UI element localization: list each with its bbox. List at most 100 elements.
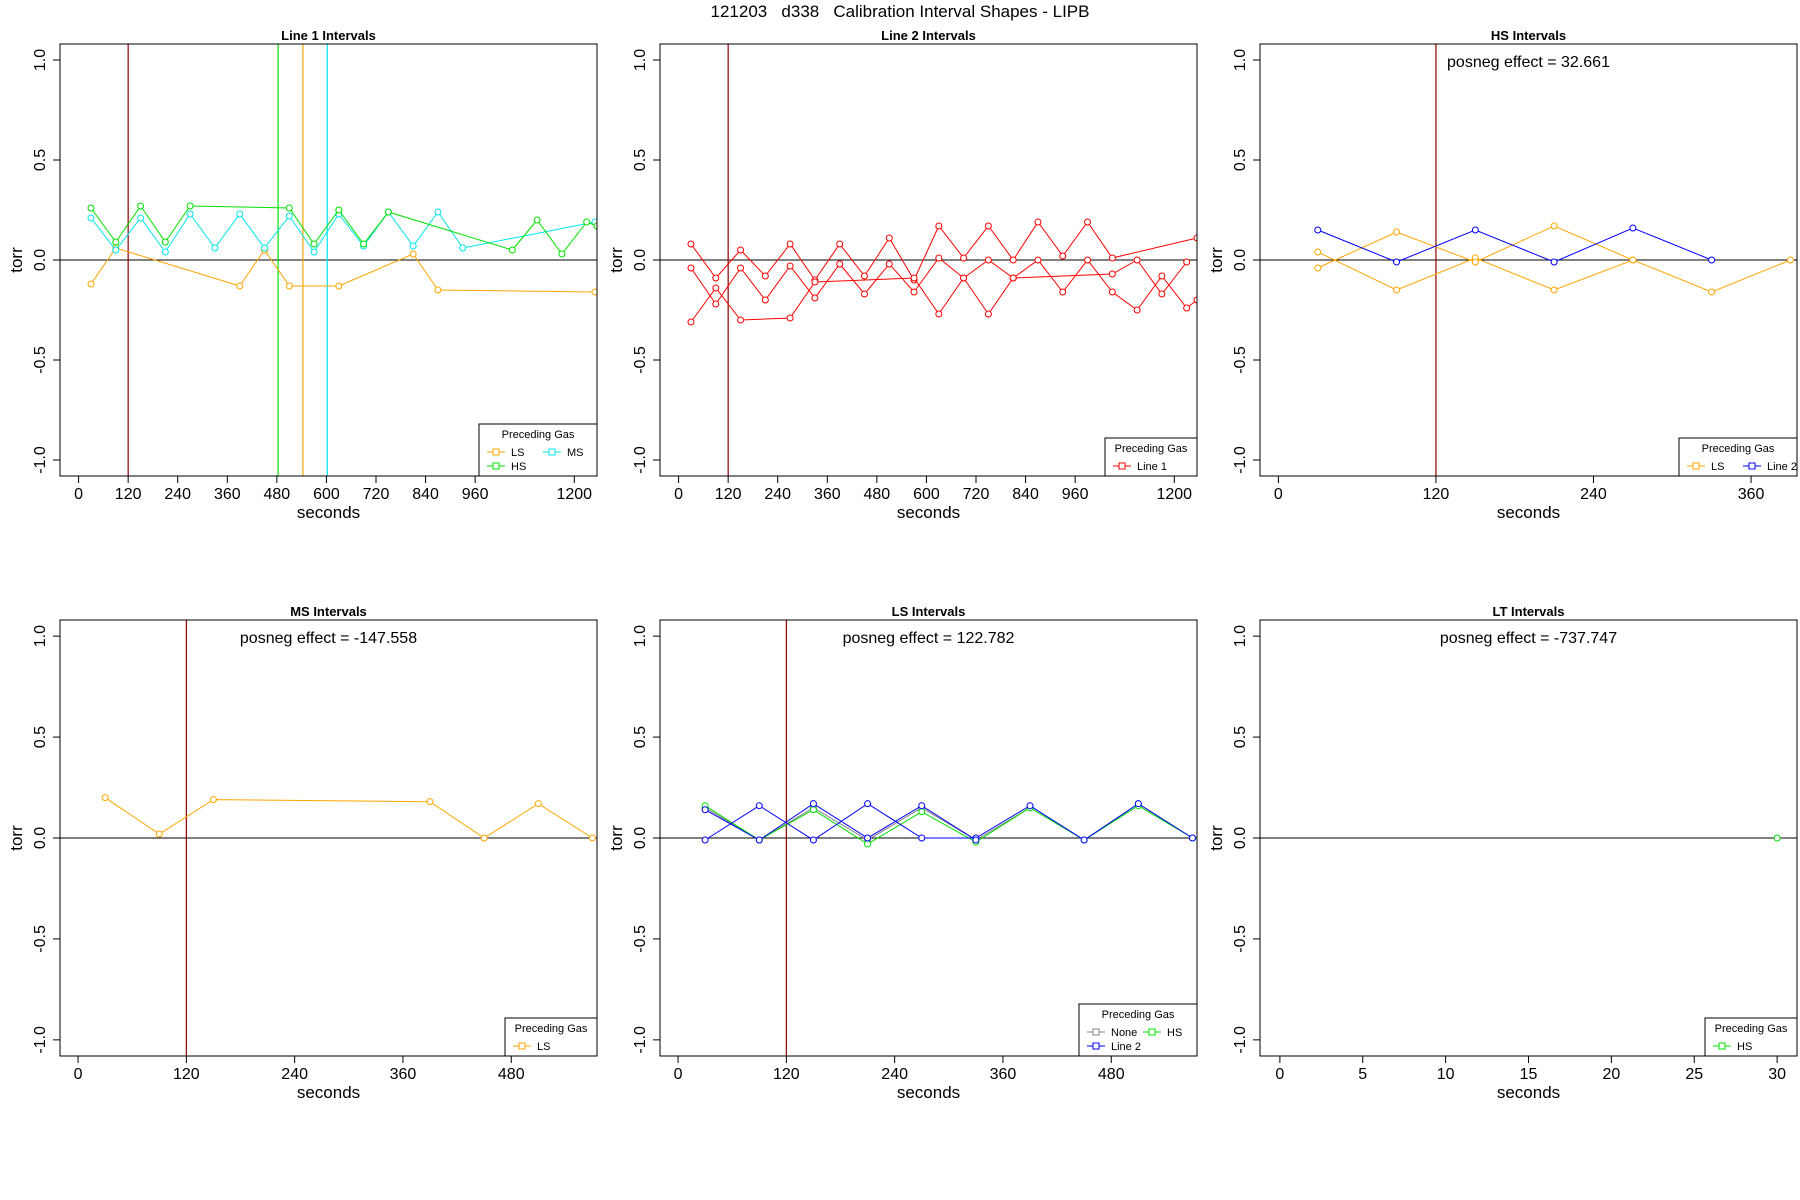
data-point-unnamed <box>737 316 745 324</box>
data-point-unnamed <box>737 264 745 272</box>
data-point-hs <box>558 250 566 258</box>
series-line-hs <box>704 805 1193 845</box>
data-point-hs <box>583 218 591 226</box>
y-tick-label: -1.0 <box>1232 1026 1249 1054</box>
data-point-ms <box>434 208 442 216</box>
plot-area <box>660 620 1197 1056</box>
y-tick-label: 0.0 <box>1232 827 1249 849</box>
legend-title: Preceding Gas <box>1115 443 1188 455</box>
data-point-ls <box>1550 286 1558 294</box>
chart-svg: HS Intervals 0 120 240 360 seconds -1.0 -0.5 0.0… <box>1207 28 1798 522</box>
data-point-ls <box>1786 256 1794 264</box>
data-point-line-2 <box>1026 802 1034 810</box>
plot-area <box>1260 834 1797 842</box>
x-tick-label: 120 <box>773 1066 800 1083</box>
data-point-hs <box>285 204 293 212</box>
data-point-ms <box>310 248 318 256</box>
series-line-hs <box>90 205 597 255</box>
data-point-line-1 <box>1108 254 1116 262</box>
y-tick-label: -1.0 <box>1232 446 1249 474</box>
data-point-line-1 <box>761 272 769 280</box>
data-point-ls <box>480 834 488 842</box>
data-point-ls <box>285 282 293 290</box>
data-point-ls <box>87 280 95 288</box>
data-point-hs <box>508 246 516 254</box>
data-point-line-2 <box>918 834 926 842</box>
x-tick-label: 240 <box>281 1066 308 1083</box>
legend-label-hs: HS <box>511 461 526 473</box>
legend-box <box>1104 437 1198 477</box>
legend-swatch-marker <box>492 448 500 456</box>
data-point-hs <box>186 202 194 210</box>
data-point-unnamed <box>1193 296 1197 304</box>
data-point-hs <box>809 806 817 814</box>
legend-swatch-marker <box>1148 1028 1156 1036</box>
data-point-line-1 <box>1193 234 1197 242</box>
x-tick-label: 360 <box>990 1066 1017 1083</box>
y-tick-label: -0.5 <box>632 346 649 374</box>
legend-label-ms: MS <box>567 447 584 459</box>
data-point-line-1 <box>712 274 720 282</box>
y-tick-label: -1.0 <box>32 1026 49 1054</box>
data-point-unnamed <box>809 800 817 808</box>
legend-label-ls: LS <box>511 447 524 459</box>
plot-area <box>60 620 597 1056</box>
x-tick-label: 10 <box>1437 1066 1455 1083</box>
data-point-line-1 <box>885 234 893 242</box>
series-line-unnamed <box>690 257 1197 311</box>
x-axis-label: seconds <box>1497 503 1560 522</box>
data-point-line-1 <box>935 222 943 230</box>
x-tick-label: 120 <box>173 1066 200 1083</box>
y-axis-label: torr <box>7 825 26 851</box>
data-point-ls <box>1708 288 1716 296</box>
legend: Preceding Gas None HS Line 2 <box>1078 1003 1198 1057</box>
x-tick-label: 0 <box>74 486 83 503</box>
x-tick-label: 720 <box>363 486 390 503</box>
data-point-unnamed <box>1550 222 1558 230</box>
figure-title: 121203 d338 Calibration Interval Shapes … <box>710 2 1090 21</box>
y-tick-label: 0.0 <box>632 249 649 271</box>
data-point-unnamed <box>910 274 918 282</box>
y-axis-label: torr <box>607 247 626 273</box>
legend-label-line-2: Line 2 <box>1111 1041 1141 1053</box>
x-tick-label: 960 <box>462 486 489 503</box>
data-point-ls <box>236 282 244 290</box>
data-point-unnamed <box>712 300 720 308</box>
panel-title: LT Intervals <box>1492 604 1564 619</box>
data-point-line-1 <box>1084 218 1092 226</box>
data-point-line-2 <box>1471 226 1479 234</box>
data-point-ms <box>459 244 467 252</box>
x-tick-label: 480 <box>264 486 291 503</box>
chart-svg: Line 2 Intervals 0 120 240 360 480 600 720 840 96… <box>607 28 1198 522</box>
x-tick-label: 0 <box>1274 486 1283 503</box>
legend-swatch-marker <box>1092 1028 1100 1036</box>
legend-label-none: None <box>1111 1027 1137 1039</box>
legend-label-hs: HS <box>1737 1041 1752 1053</box>
data-point-ms <box>186 210 194 218</box>
data-point-ls <box>1314 248 1322 256</box>
x-tick-label: 960 <box>1062 486 1089 503</box>
legend: Preceding Gas Line 1 <box>1104 437 1198 477</box>
y-tick-label: 0.0 <box>32 249 49 271</box>
data-point-line-2 <box>809 836 817 844</box>
y-tick-label: 0.5 <box>632 149 649 171</box>
y-tick-label: -0.5 <box>32 925 49 953</box>
data-point-hs <box>310 240 318 248</box>
data-point-line-1 <box>836 240 844 248</box>
data-point-unnamed <box>1183 258 1191 266</box>
legend-swatch-marker <box>548 448 556 456</box>
series-line-line-2 <box>704 803 1193 841</box>
plot-area <box>1260 44 1797 476</box>
series-line-line-2 <box>1317 227 1712 263</box>
y-tick-label: 1.0 <box>1232 625 1249 647</box>
x-tick-label: 360 <box>214 486 241 503</box>
data-point-ls <box>209 796 217 804</box>
panel-lt-intervals: LT Intervals 0 5 10 15 20 25 30 seconds -1.0 -0.5 0… <box>1200 600 1800 1180</box>
data-point-unnamed <box>1009 274 1017 282</box>
data-point-unnamed <box>984 310 992 318</box>
data-point-unnamed <box>811 278 819 286</box>
data-point-unnamed <box>1629 256 1637 264</box>
data-point-ms <box>236 210 244 218</box>
series-line-none <box>704 803 1193 841</box>
y-axis-label: torr <box>607 825 626 851</box>
